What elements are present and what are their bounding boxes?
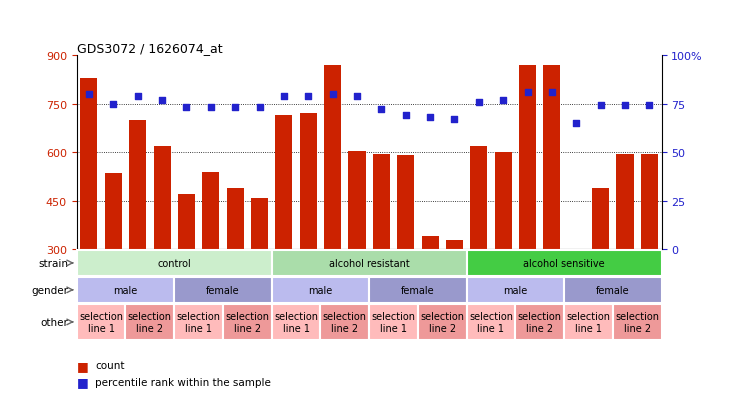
Text: female: female [206,285,240,295]
Text: selection
line 1: selection line 1 [371,311,415,333]
Bar [592,188,609,250]
Text: count: count [95,361,124,370]
Point [570,121,582,127]
Point [643,103,655,109]
Text: selection
line 1: selection line 1 [274,311,318,333]
Bar [202,172,219,250]
Bar [324,65,341,250]
Text: female: female [401,285,435,295]
Point [132,93,143,100]
Bar [77,277,174,303]
Point [254,105,265,112]
Bar [320,304,369,340]
Text: alcohol sensitive: alcohol sensitive [523,258,605,268]
Text: female: female [596,285,629,295]
Text: selection
line 1: selection line 1 [177,311,221,333]
Bar [251,198,268,250]
Bar [154,146,170,250]
Point [181,105,192,112]
Bar [641,154,658,250]
Point [107,101,119,107]
Bar [276,116,292,250]
Point [327,91,338,98]
Text: selection
line 2: selection line 2 [420,311,464,333]
Bar [77,250,272,276]
Point [424,114,436,121]
Point [83,91,95,98]
Bar [126,304,174,340]
Bar [174,304,223,340]
Bar [227,188,243,250]
Text: ■: ■ [77,359,88,372]
Bar [272,304,320,340]
Text: selection
line 1: selection line 1 [567,311,610,333]
Text: male: male [503,285,528,295]
Bar [77,304,126,340]
Bar [174,277,272,303]
Text: ■: ■ [77,375,88,389]
Bar [178,195,195,250]
Bar [466,304,515,340]
Text: selection
line 2: selection line 2 [323,311,367,333]
Text: control: control [157,258,191,268]
Point [351,93,363,100]
Bar [470,146,488,250]
Bar [369,277,466,303]
Text: GDS3072 / 1626074_at: GDS3072 / 1626074_at [77,42,222,55]
Bar [515,304,564,340]
Text: alcohol resistant: alcohol resistant [329,258,409,268]
Text: selection
line 1: selection line 1 [469,311,513,333]
Bar [373,154,390,250]
Text: strain: strain [38,258,68,268]
Point [522,89,534,96]
Bar [223,304,272,340]
Bar [616,154,634,250]
Point [473,99,485,106]
Text: selection
line 2: selection line 2 [225,311,269,333]
Point [205,105,216,112]
Bar [422,237,439,250]
Bar [272,277,369,303]
Bar [105,174,122,250]
Text: selection
line 2: selection line 2 [128,311,172,333]
Bar [272,250,466,276]
Text: percentile rank within the sample: percentile rank within the sample [95,377,271,387]
Bar [466,250,662,276]
Point [497,97,509,104]
Bar [446,240,463,250]
Bar [613,304,662,340]
Point [278,93,289,100]
Bar [397,156,414,250]
Point [230,105,241,112]
Bar [80,78,97,250]
Text: selection
line 2: selection line 2 [616,311,659,333]
Bar [519,65,536,250]
Point [400,113,412,119]
Bar [418,304,466,340]
Bar [564,304,613,340]
Point [619,103,631,109]
Bar [129,121,146,250]
Point [156,97,168,104]
Bar [300,114,317,250]
Point [376,107,387,114]
Bar [466,277,564,303]
Point [303,93,314,100]
Bar [543,65,561,250]
Bar [349,151,366,250]
Text: male: male [113,285,137,295]
Bar [369,304,418,340]
Text: selection
line 1: selection line 1 [79,311,123,333]
Text: gender: gender [31,285,68,295]
Text: selection
line 2: selection line 2 [518,311,561,333]
Bar [564,277,662,303]
Point [595,103,607,109]
Bar [495,153,512,250]
Text: male: male [308,285,333,295]
Point [449,116,461,123]
Point [546,89,558,96]
Text: other: other [40,317,68,327]
